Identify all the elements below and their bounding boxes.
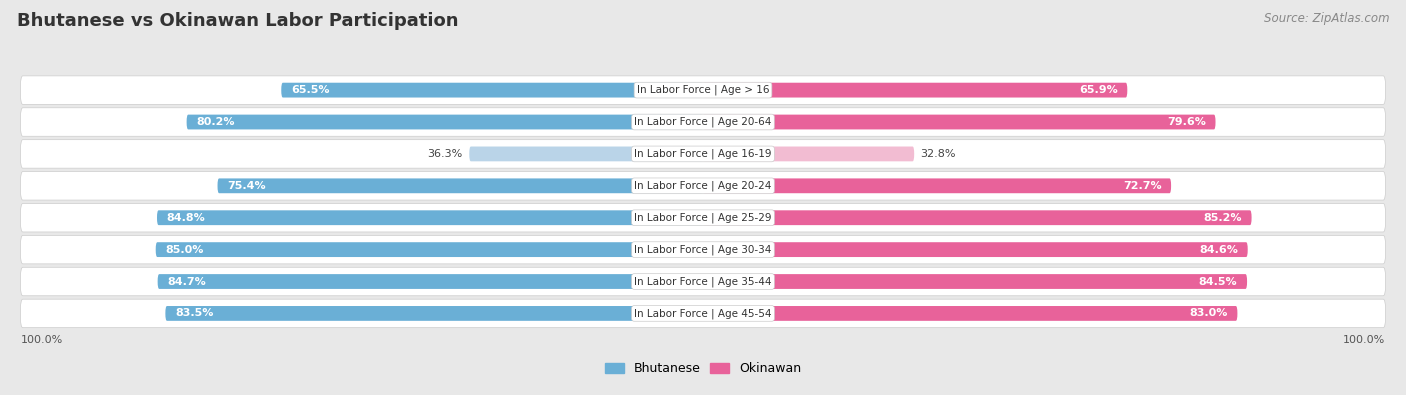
Text: 83.0%: 83.0% (1189, 308, 1227, 318)
Text: 84.5%: 84.5% (1199, 276, 1237, 286)
FancyBboxPatch shape (703, 274, 1247, 289)
FancyBboxPatch shape (703, 306, 1237, 321)
Text: In Labor Force | Age 30-34: In Labor Force | Age 30-34 (634, 245, 772, 255)
Text: In Labor Force | Age 25-29: In Labor Force | Age 25-29 (634, 213, 772, 223)
FancyBboxPatch shape (166, 306, 703, 321)
FancyBboxPatch shape (21, 299, 1385, 328)
Text: In Labor Force | Age 20-64: In Labor Force | Age 20-64 (634, 117, 772, 127)
FancyBboxPatch shape (281, 83, 703, 98)
Text: Source: ZipAtlas.com: Source: ZipAtlas.com (1264, 12, 1389, 25)
Text: 100.0%: 100.0% (1343, 335, 1385, 344)
Text: 80.2%: 80.2% (197, 117, 235, 127)
FancyBboxPatch shape (703, 83, 1128, 98)
FancyBboxPatch shape (156, 242, 703, 257)
FancyBboxPatch shape (21, 235, 1385, 264)
FancyBboxPatch shape (703, 242, 1247, 257)
Text: In Labor Force | Age > 16: In Labor Force | Age > 16 (637, 85, 769, 95)
FancyBboxPatch shape (187, 115, 703, 130)
FancyBboxPatch shape (21, 140, 1385, 168)
FancyBboxPatch shape (157, 274, 703, 289)
Text: 32.8%: 32.8% (921, 149, 956, 159)
FancyBboxPatch shape (21, 267, 1385, 296)
Legend: Bhutanese, Okinawan: Bhutanese, Okinawan (600, 357, 806, 380)
Text: In Labor Force | Age 20-24: In Labor Force | Age 20-24 (634, 181, 772, 191)
Text: 36.3%: 36.3% (427, 149, 463, 159)
Text: 100.0%: 100.0% (21, 335, 63, 344)
FancyBboxPatch shape (21, 76, 1385, 104)
FancyBboxPatch shape (470, 147, 703, 161)
FancyBboxPatch shape (218, 179, 703, 193)
FancyBboxPatch shape (703, 115, 1216, 130)
Text: In Labor Force | Age 45-54: In Labor Force | Age 45-54 (634, 308, 772, 319)
Text: 79.6%: 79.6% (1167, 117, 1206, 127)
FancyBboxPatch shape (21, 108, 1385, 136)
Text: 75.4%: 75.4% (228, 181, 266, 191)
Text: In Labor Force | Age 35-44: In Labor Force | Age 35-44 (634, 276, 772, 287)
Text: 84.7%: 84.7% (167, 276, 207, 286)
FancyBboxPatch shape (703, 179, 1171, 193)
Text: Bhutanese vs Okinawan Labor Participation: Bhutanese vs Okinawan Labor Participatio… (17, 12, 458, 30)
Text: 83.5%: 83.5% (174, 308, 214, 318)
Text: 65.5%: 65.5% (291, 85, 329, 95)
FancyBboxPatch shape (21, 171, 1385, 200)
FancyBboxPatch shape (703, 210, 1251, 225)
FancyBboxPatch shape (21, 203, 1385, 232)
FancyBboxPatch shape (157, 210, 703, 225)
Text: 84.6%: 84.6% (1199, 245, 1239, 255)
Text: 85.2%: 85.2% (1204, 213, 1241, 223)
Text: 84.8%: 84.8% (167, 213, 205, 223)
Text: 85.0%: 85.0% (166, 245, 204, 255)
Text: 72.7%: 72.7% (1123, 181, 1161, 191)
FancyBboxPatch shape (703, 147, 914, 161)
Text: 65.9%: 65.9% (1078, 85, 1118, 95)
Text: In Labor Force | Age 16-19: In Labor Force | Age 16-19 (634, 149, 772, 159)
